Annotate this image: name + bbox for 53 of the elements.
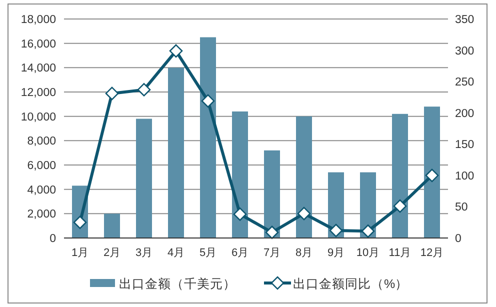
y2-tick-label: 150 [455,139,474,152]
point [169,44,183,58]
x-tick-label: 5月 [199,247,217,259]
bar [232,111,248,238]
point [137,83,151,96]
x-tick-label: 7月 [263,247,281,259]
legend-label: 出口金额（千美元） [119,276,236,291]
x-tick-label: 12月 [420,247,444,259]
bar [392,114,408,238]
point [329,224,343,238]
point [201,94,215,108]
y-tick-label: 2,000 [27,208,56,221]
y-tick-label: 12,000 [20,87,56,99]
y2-tick-label: 250 [455,76,474,89]
y-tick-label: 10,000 [20,111,56,124]
legend-label: 出口金额同比（%） [293,277,408,291]
y2-tick-label: 350 [455,14,474,26]
x-tick-label: 2月 [103,247,121,259]
point [361,224,375,238]
bar [296,116,312,238]
point [233,208,247,221]
y-tick-label: 4,000 [27,184,56,196]
bar [104,214,120,238]
y-tick-label: 0 [50,233,56,245]
y-tick-label: 18,000 [20,14,56,26]
x-tick-label: 9月 [327,247,345,259]
x-tick-label: 11月 [388,247,412,259]
point [393,199,407,213]
bar [136,118,152,238]
x-tick-label: 4月 [167,247,185,259]
bar [200,37,216,238]
point [105,86,119,100]
point [425,168,439,182]
bar [168,68,184,238]
x-tick-label: 6月 [231,247,249,259]
y-tick-label: 16,000 [20,38,56,50]
bar [264,150,280,238]
bar [424,106,440,238]
y-tick-label: 14,000 [20,62,56,75]
y2-tick-label: 0 [455,233,462,245]
y2-tick-label: 300 [455,45,474,58]
y2-tick-label: 50 [455,202,468,214]
point [73,216,87,230]
y2-tick-label: 100 [455,170,474,182]
x-tick-label: 3月 [135,247,153,259]
point [265,226,279,240]
x-tick-label: 8月 [295,247,313,259]
y-tick-label: 8,000 [27,136,56,148]
y-tick-label: 6,000 [27,160,56,172]
point [297,206,311,220]
x-tick-label: 1月 [71,247,89,259]
y2-tick-label: 200 [455,108,474,120]
x-tick-label: 10月 [356,247,380,259]
